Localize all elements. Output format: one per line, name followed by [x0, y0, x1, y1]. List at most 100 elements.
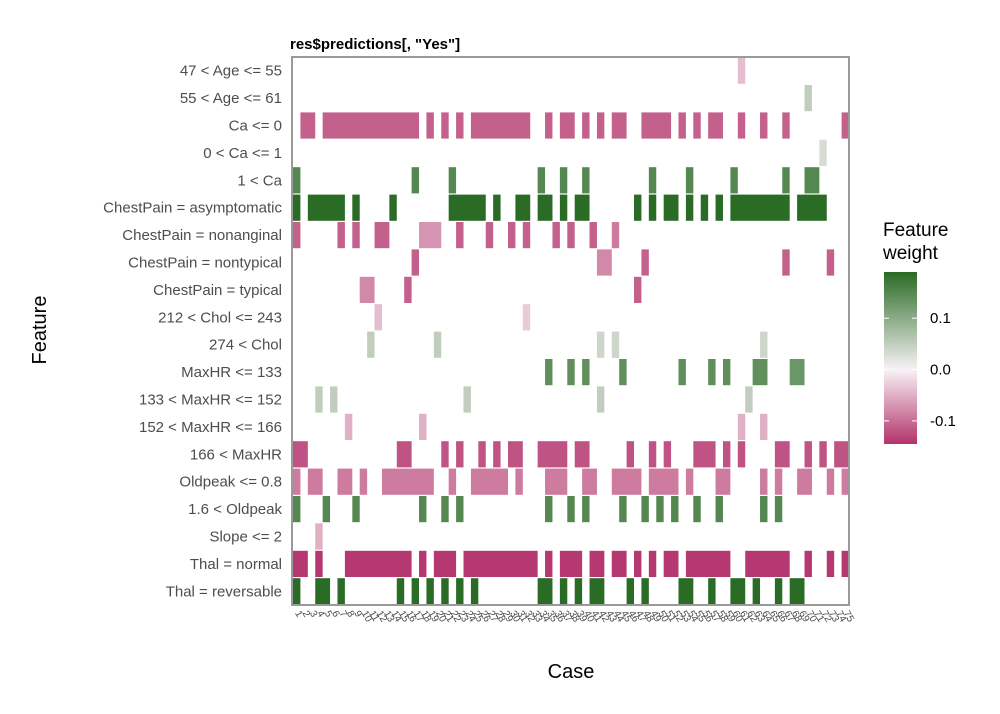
- heatmap-cell: [567, 222, 575, 249]
- y-tick-label: 133 < MaxHR <= 152: [139, 392, 282, 409]
- legend: Feature weight 0.1 0.0 -0.1: [882, 220, 956, 444]
- heatmap-cell: [559, 112, 575, 139]
- x-tick-label: 48: [641, 609, 656, 625]
- x-tick-label: 53: [678, 609, 693, 625]
- heatmap-cell: [507, 222, 516, 249]
- y-tick-label: Slope <= 2: [209, 529, 282, 546]
- heatmap-cell: [396, 441, 412, 468]
- heatmap-cell: [715, 468, 731, 495]
- x-tick-label: 33: [529, 609, 544, 625]
- heatmap-cell: [352, 496, 360, 523]
- heatmap-cell: [470, 578, 479, 605]
- heatmap-cell: [293, 468, 301, 495]
- x-tick-label: 37: [559, 609, 574, 625]
- heatmap-cell: [596, 112, 605, 139]
- heatmap-cell: [441, 496, 449, 523]
- x-tick-label: 51: [663, 609, 678, 625]
- heatmap-cell: [456, 222, 464, 249]
- heatmap-cell: [678, 359, 686, 386]
- x-tick-label: 5: [322, 609, 335, 620]
- heatmap-cell: [359, 276, 375, 303]
- heatmap-cell: [433, 331, 442, 358]
- x-tick-label: 42: [596, 609, 611, 625]
- heatmap-cell: [293, 194, 301, 221]
- heatmap-cell: [300, 112, 316, 139]
- x-tick-label: 31: [515, 609, 530, 625]
- heatmap-cell: [685, 167, 694, 194]
- x-tick-label: 30: [507, 609, 522, 625]
- x-tick-label: 10: [359, 609, 374, 625]
- y-tick-label: Thal = reversable: [166, 583, 282, 600]
- x-tick-label: 47: [633, 609, 648, 625]
- heatmap-cell: [663, 441, 672, 468]
- heatmap-cell: [322, 112, 420, 139]
- x-tick-label: 71: [811, 609, 826, 625]
- x-tick-label: 24: [463, 609, 478, 625]
- x-tick-label: 67: [781, 609, 796, 625]
- x-tick-label: 26: [477, 609, 492, 625]
- heatmap-cell: [782, 112, 790, 139]
- heatmap-cell: [441, 441, 449, 468]
- x-tick-label: 1: [292, 609, 305, 620]
- y-tick-label: MaxHR <= 133: [181, 364, 282, 381]
- heatmap-cell: [456, 496, 464, 523]
- heatmap-cell: [656, 496, 664, 523]
- heatmap-cell: [596, 331, 605, 358]
- x-tick-label: 56: [700, 609, 715, 625]
- x-tick-label: 20: [433, 609, 448, 625]
- y-tick-label: ChestPain = nonanginal: [122, 227, 282, 244]
- heatmap-cell: [567, 496, 575, 523]
- heatmap-cell: [448, 468, 457, 495]
- heatmap-cell: [293, 222, 301, 249]
- x-tick-label: 16: [403, 609, 418, 625]
- heatmap-cell: [559, 550, 583, 577]
- heatmap-cell: [448, 167, 457, 194]
- x-tick-label: 55: [692, 609, 707, 625]
- heatmap-cell: [522, 304, 531, 331]
- heatmap-cell: [782, 249, 790, 276]
- y-tick-labels: 47 < Age <= 55 55 < Age <= 61 Ca <= 0 0 < C…: [103, 63, 282, 601]
- heatmap-cell: [419, 413, 427, 440]
- y-tick-label: 274 < Chol: [209, 337, 282, 354]
- heatmap-cell: [841, 468, 849, 495]
- heatmap-cell: [834, 441, 849, 468]
- heatmap-cell: [708, 359, 716, 386]
- legend-tick-label: 0.0: [930, 362, 951, 379]
- x-tick-label: 28: [492, 609, 507, 625]
- heatmap-cell: [700, 194, 709, 221]
- heatmap-cell: [634, 194, 642, 221]
- heatmap-cell: [685, 194, 694, 221]
- x-tick-label: 40: [581, 609, 596, 625]
- heatmap-cell: [782, 167, 790, 194]
- x-tick-label: 39: [574, 609, 589, 625]
- x-tick-label: 69: [796, 609, 811, 625]
- heatmap-cell: [611, 331, 620, 358]
- heatmap-cell: [774, 441, 790, 468]
- y-tick-label: 1 < Ca: [237, 172, 282, 189]
- x-tick-label: 46: [626, 609, 641, 625]
- heatmap-cell: [760, 112, 768, 139]
- x-tick-label: 32: [522, 609, 537, 625]
- heatmap-cell: [641, 112, 672, 139]
- x-tick-label: 73: [826, 609, 841, 625]
- heatmap-cells: [293, 57, 849, 605]
- heatmap-cell: [611, 222, 620, 249]
- heatmap-cell: [381, 468, 434, 495]
- heatmap-cell: [426, 578, 434, 605]
- heatmap-cell: [441, 578, 449, 605]
- x-tick-label: 3: [307, 609, 320, 620]
- heatmap-cell: [611, 550, 627, 577]
- x-tick-label: 68: [789, 609, 804, 625]
- heatmap-cell: [760, 331, 768, 358]
- heatmap-cell: [634, 550, 642, 577]
- x-tick-label: 27: [485, 609, 500, 625]
- heatmap-cell: [841, 112, 849, 139]
- heatmap-cell: [693, 441, 716, 468]
- heatmap-cell: [545, 550, 553, 577]
- panel-border: [291, 56, 850, 606]
- y-tick-label: Thal = normal: [190, 556, 282, 573]
- heatmap-cell: [760, 496, 768, 523]
- x-tick-label: 36: [552, 609, 567, 625]
- heatmap-cell: [456, 578, 464, 605]
- heatmap-cell: [789, 359, 805, 386]
